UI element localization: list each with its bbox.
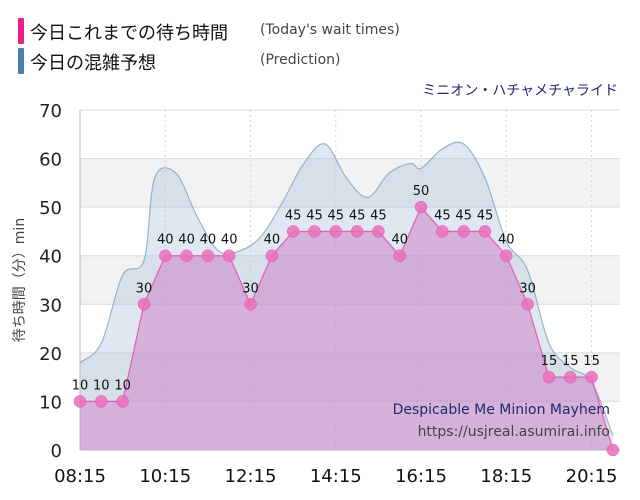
data-point	[542, 370, 556, 384]
data-label: 40	[200, 233, 217, 248]
data-label: 45	[455, 208, 472, 223]
data-point	[159, 249, 172, 262]
y-tick-label: 20	[39, 344, 62, 365]
y-tick-label: 40	[39, 247, 62, 268]
data-point	[393, 249, 406, 262]
data-label: 45	[477, 208, 494, 223]
actual-area	[80, 207, 613, 450]
y-tick-label: 10	[39, 392, 62, 413]
data-label: 40	[157, 233, 174, 248]
data-point	[478, 225, 492, 238]
data-label: 15	[583, 354, 600, 369]
data-label: 15	[541, 354, 558, 369]
data-label: 50	[413, 184, 430, 199]
ride-name-en: Despicable Me Minion Mayhem	[392, 402, 610, 418]
y-tick-label: 50	[39, 198, 62, 219]
data-point	[222, 249, 236, 262]
data-point	[564, 370, 577, 384]
data-point	[286, 225, 300, 238]
data-label: 40	[178, 233, 195, 248]
y-axis-label: 待ち時間（分）min	[12, 218, 28, 342]
x-tick-label: 18:15	[480, 466, 532, 487]
data-label: 45	[349, 208, 366, 223]
data-point	[457, 225, 470, 238]
data-point	[308, 225, 321, 238]
prediction-line	[79, 141, 614, 436]
data-point	[414, 200, 428, 214]
data-point	[436, 225, 449, 238]
y-tick-label: 60	[39, 150, 62, 171]
legend-sub-today: (Today's wait times)	[260, 22, 400, 38]
x-tick-label: 20:15	[566, 466, 618, 487]
ride-name-ja: ミニオン・ハチャメチャライド	[422, 83, 618, 99]
prediction-area	[80, 142, 613, 450]
data-point	[95, 395, 108, 408]
grid-band	[80, 401, 620, 450]
data-label: 45	[285, 208, 302, 223]
x-tick-label: 10:15	[139, 466, 191, 487]
data-label: 45	[306, 208, 323, 223]
data-point	[585, 370, 598, 384]
grid-band	[80, 255, 620, 305]
data-point	[372, 225, 385, 238]
y-tick-label: 70	[39, 101, 62, 122]
data-label: 45	[370, 208, 387, 223]
legend-swatch-today	[18, 18, 24, 44]
x-tick-label: 14:15	[310, 466, 362, 487]
legend-swatch-prediction	[18, 48, 24, 74]
data-label: 30	[519, 281, 536, 296]
legend-label-today: 今日これまでの待ち時間	[30, 23, 228, 44]
y-tick-label: 30	[39, 295, 62, 316]
data-label: 45	[434, 208, 451, 223]
data-label: 40	[221, 233, 238, 248]
data-point	[73, 395, 87, 408]
legend-sub-prediction: (Prediction)	[260, 52, 341, 68]
data-label: 30	[242, 281, 259, 296]
data-label: 45	[328, 208, 345, 223]
data-label: 40	[498, 233, 515, 248]
data-point	[329, 225, 343, 238]
data-point	[180, 249, 193, 262]
data-point	[116, 395, 129, 408]
y-tick-label: 0	[51, 441, 62, 462]
data-point	[350, 225, 364, 238]
data-label: 15	[562, 354, 579, 369]
data-point	[500, 249, 513, 262]
data-point	[244, 298, 257, 311]
data-label: 10	[114, 378, 131, 393]
data-label: 10	[72, 378, 89, 393]
grid-band	[80, 352, 620, 402]
data-label: 30	[136, 281, 153, 296]
data-label: 40	[264, 233, 281, 248]
data-point	[606, 443, 620, 457]
data-point	[265, 249, 279, 262]
legend-label-prediction: 今日の混雑予想	[30, 53, 156, 74]
data-point	[521, 298, 534, 311]
data-point	[201, 249, 215, 262]
data-label: 10	[93, 378, 110, 393]
x-tick-label: 08:15	[54, 466, 106, 487]
grid-band	[80, 110, 620, 159]
data-point	[137, 298, 151, 311]
x-tick-label: 16:15	[395, 466, 447, 487]
x-tick-label: 12:15	[225, 466, 277, 487]
data-label: 40	[391, 233, 408, 248]
source-url: https://usjreal.asumirai.info	[417, 424, 610, 440]
